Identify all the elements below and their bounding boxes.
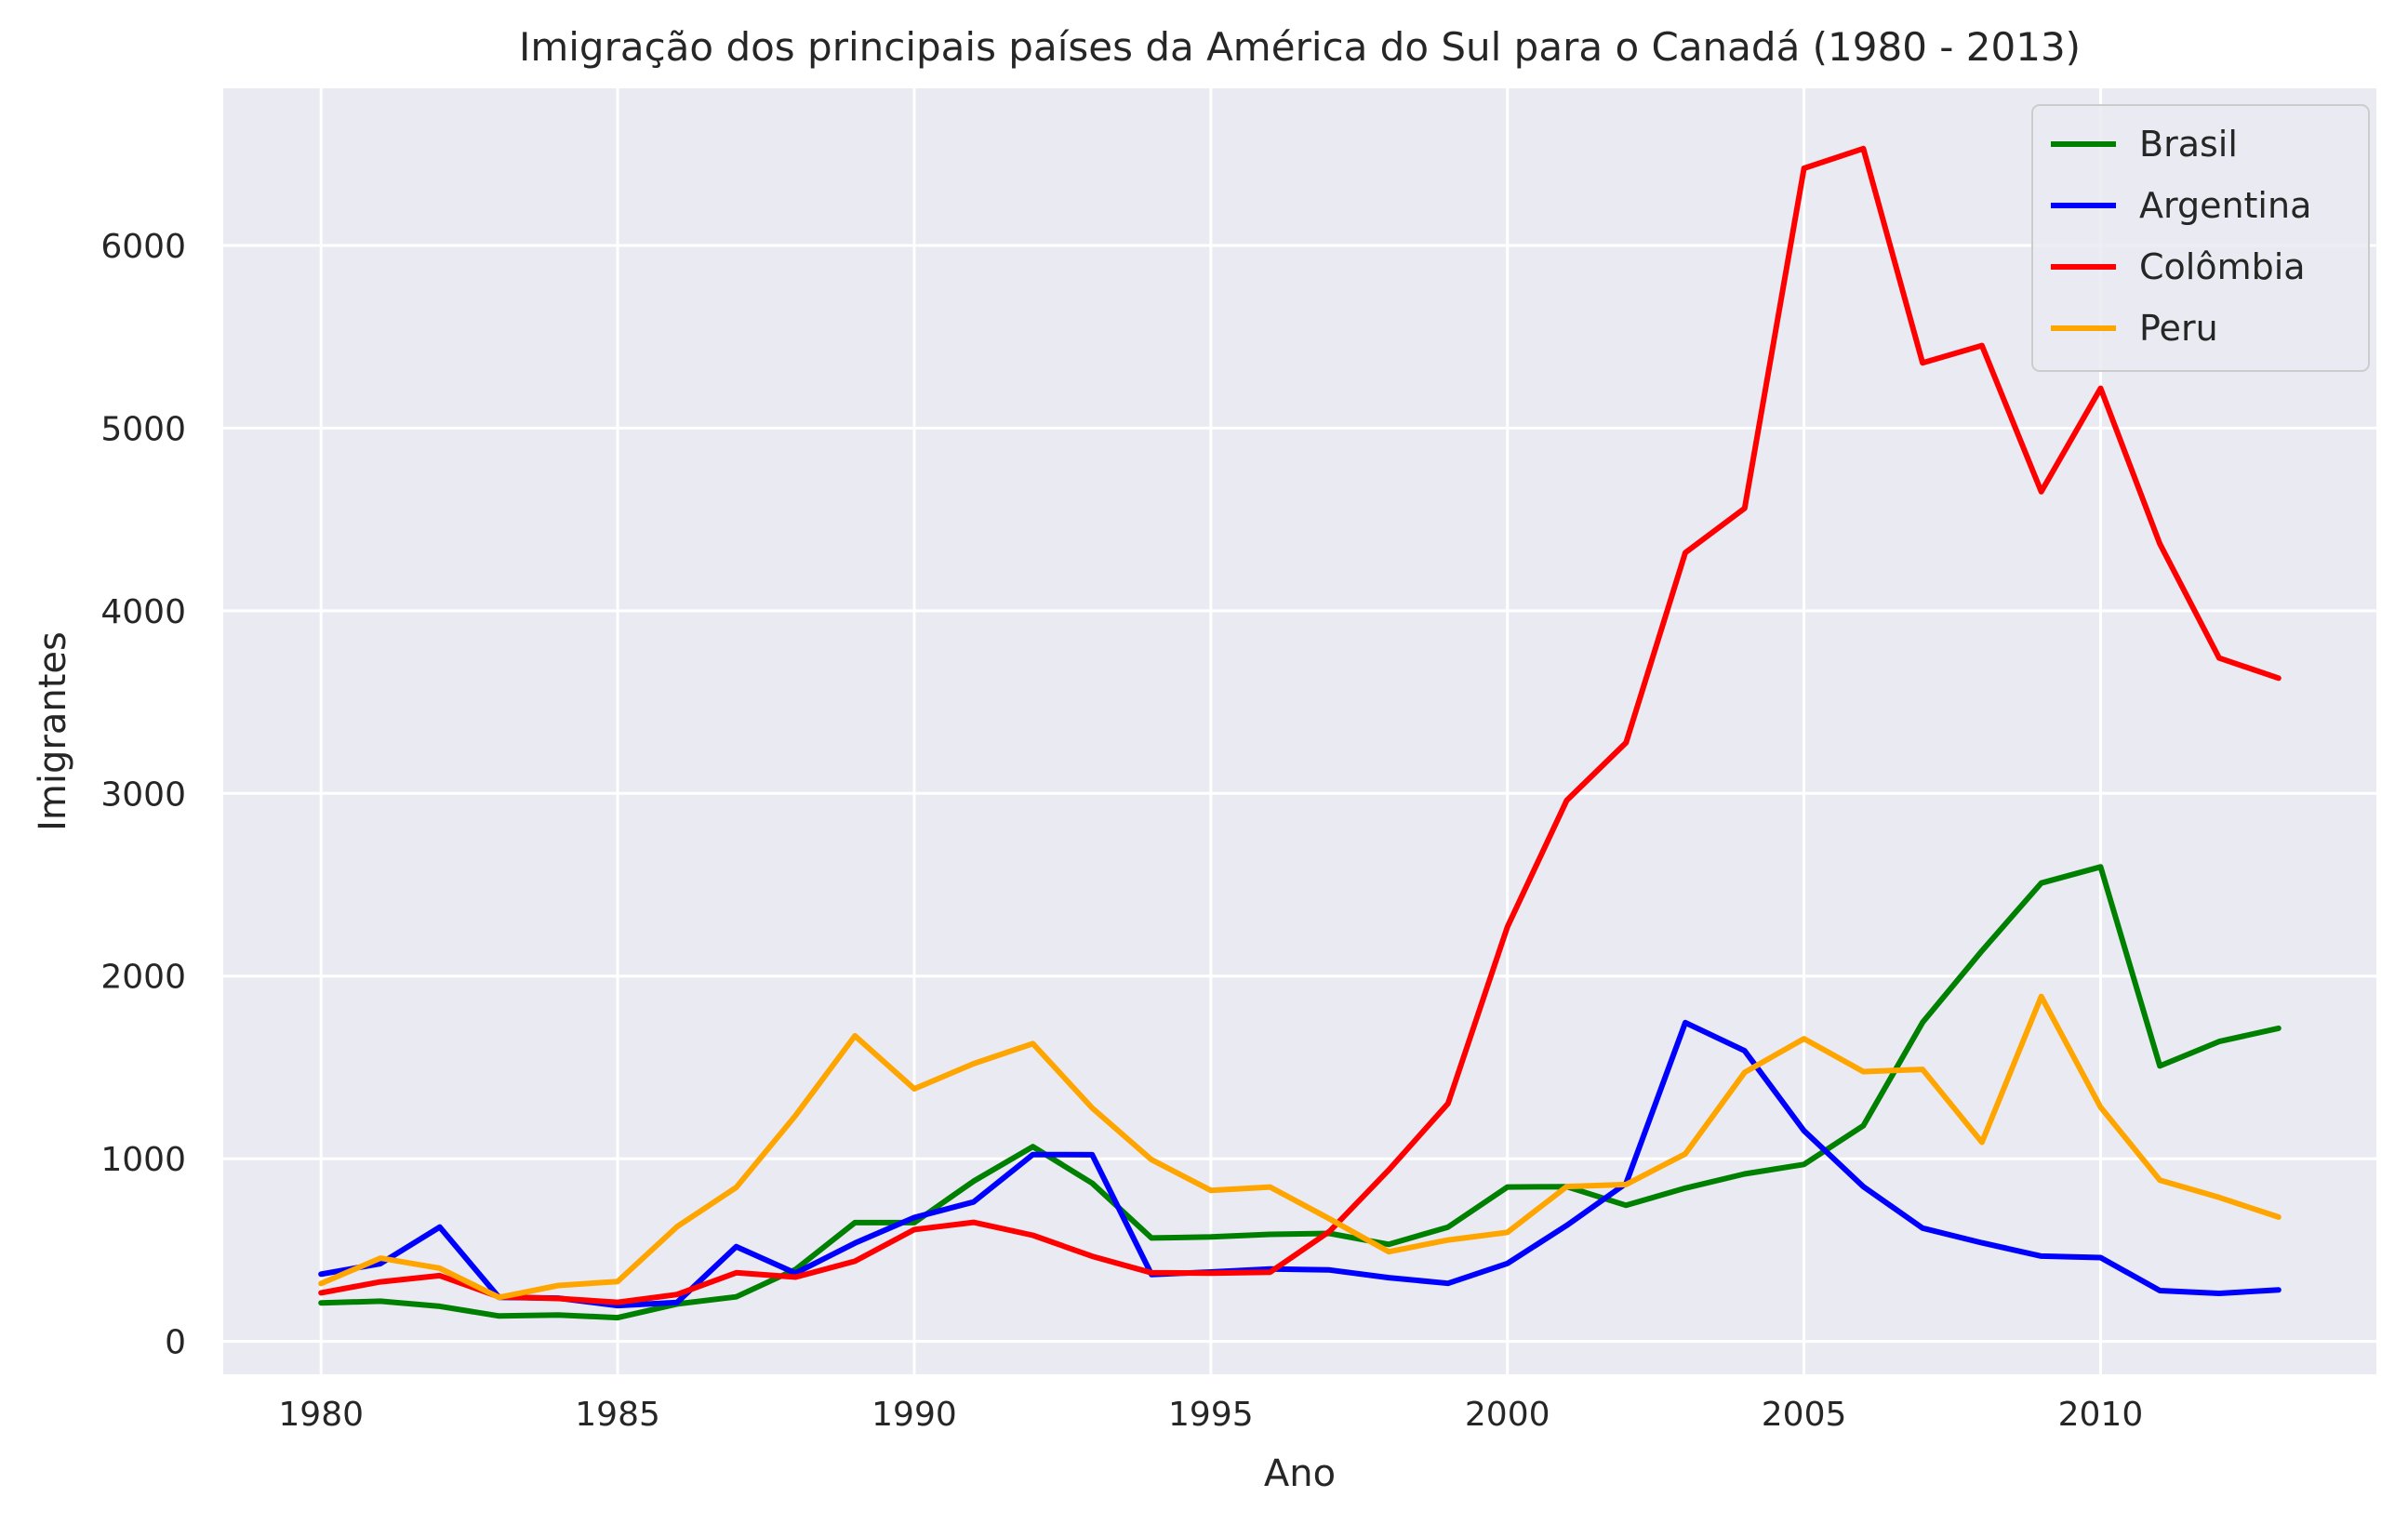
y-tick-label: 4000 (100, 593, 186, 631)
x-axis-title: Ano (1264, 1452, 1336, 1495)
x-tick-label: 2000 (1465, 1396, 1550, 1434)
legend: Brasil Argentina Colômbia Peru (2031, 104, 2370, 372)
x-tick-label: 2005 (1762, 1396, 1847, 1434)
chart-title: Imigração dos principais países da Améri… (519, 24, 2081, 70)
y-tick-label: 5000 (100, 410, 186, 448)
series-line-brasil (318, 864, 2282, 1321)
axes: 1980 1985 1990 1995 2000 2005 2010 0 1000 2000 300… (100, 228, 2143, 1434)
y-axis-title: Imigrantes (32, 631, 74, 831)
x-tick-label: 2010 (2058, 1396, 2144, 1434)
grid-lines (223, 88, 2376, 1374)
y-tick-label: 6000 (100, 228, 186, 266)
x-tick-label: 1980 (278, 1396, 364, 1434)
legend-label: Brasil (2139, 124, 2238, 165)
y-tick-label: 3000 (100, 775, 186, 814)
y-tick-label: 0 (165, 1324, 186, 1362)
series-line-argentina (318, 1019, 2282, 1309)
legend-box (2031, 104, 2370, 372)
y-tick-label: 1000 (100, 1141, 186, 1179)
legend-label: Peru (2139, 308, 2218, 349)
series-lines (318, 145, 2282, 1321)
series-line-colômbia (318, 145, 2282, 1305)
series-line-peru (318, 993, 2282, 1301)
y-tick-label: 2000 (100, 959, 186, 997)
x-tick-label: 1990 (871, 1396, 957, 1434)
legend-label: Argentina (2139, 185, 2311, 226)
x-tick-label: 1995 (1168, 1396, 1254, 1434)
x-tick-label: 1985 (575, 1396, 660, 1434)
legend-label: Colômbia (2139, 246, 2306, 287)
